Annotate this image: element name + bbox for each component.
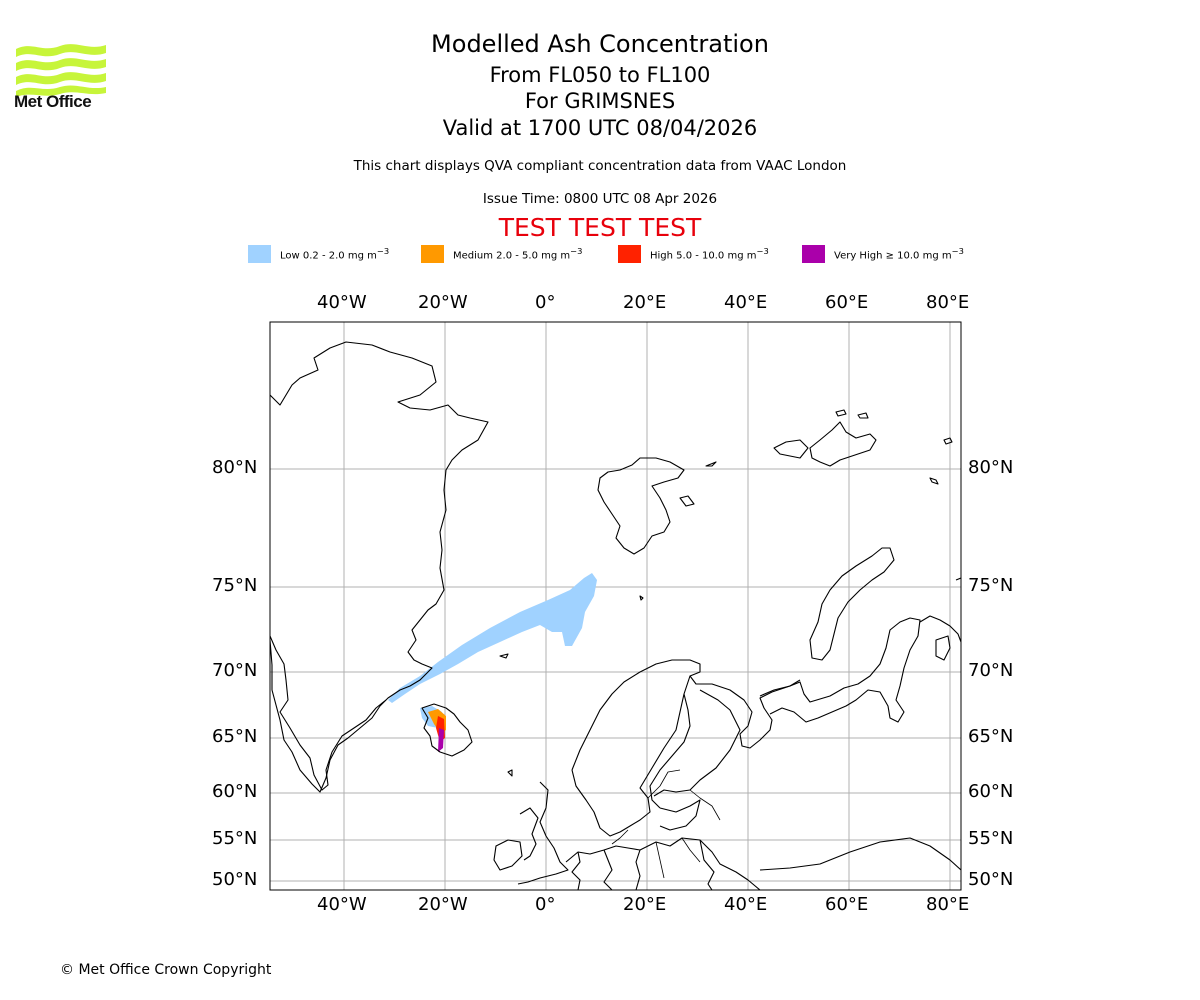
volcano-name: For GRIMSNES — [524, 89, 676, 113]
legend-item-medium: Medium 2.0 - 5.0 mg m−3 — [421, 245, 582, 263]
met-office-logo-text: Met Office — [14, 92, 92, 111]
chart-description: This chart displays QVA compliant concen… — [353, 158, 847, 174]
lat-label-right: 80°N — [968, 457, 1014, 478]
lat-label-left: 55°N — [212, 828, 258, 849]
lon-label-top: 60°E — [825, 292, 869, 313]
lon-label-top: 40°E — [724, 292, 768, 313]
legend-item-low: Low 0.2 - 2.0 mg m−3 — [248, 245, 389, 263]
legend-swatch-low — [248, 245, 271, 263]
test-banner: TEST TEST TEST — [498, 213, 702, 242]
flight-level-range: From FL050 to FL100 — [489, 63, 711, 87]
lat-label-left: 50°N — [212, 869, 258, 890]
lat-label-left: 70°N — [212, 660, 258, 681]
coastlines — [270, 341, 961, 890]
lon-label-top: 0° — [535, 292, 556, 313]
map-frame — [269, 321, 962, 891]
chart-title: Modelled Ash Concentration — [431, 30, 769, 58]
lon-label-top: 80°E — [926, 292, 970, 313]
valid-time: Valid at 1700 UTC 08/04/2026 — [442, 116, 758, 140]
lat-label-left: 65°N — [212, 726, 258, 747]
legend-swatch-high — [618, 245, 641, 263]
lat-label-right: 70°N — [968, 660, 1014, 681]
lat-label-right: 75°N — [968, 575, 1014, 596]
lat-label-right: 50°N — [968, 869, 1014, 890]
legend-swatch-medium — [421, 245, 444, 263]
lat-label-left: 80°N — [212, 457, 258, 478]
lon-label-bottom: 60°E — [825, 894, 869, 915]
legend-label-very-high: Very High ≥ 10.0 mg m−3 — [834, 246, 964, 262]
legend-item-high: High 5.0 - 10.0 mg m−3 — [618, 245, 769, 263]
graticule — [270, 322, 961, 890]
lon-label-top: 40°W — [317, 292, 367, 313]
lon-label-bottom: 80°E — [926, 894, 970, 915]
lon-label-top: 20°W — [418, 292, 468, 313]
lon-label-bottom: 20°E — [623, 894, 667, 915]
lat-label-left: 75°N — [212, 575, 258, 596]
copyright-notice: © Met Office Crown Copyright — [60, 962, 272, 978]
lat-label-right: 65°N — [968, 726, 1014, 747]
lon-label-bottom: 40°W — [317, 894, 367, 915]
legend-label-high: High 5.0 - 10.0 mg m−3 — [650, 246, 769, 262]
lon-label-bottom: 40°E — [724, 894, 768, 915]
lat-label-right: 60°N — [968, 781, 1014, 802]
lon-label-top: 20°E — [623, 292, 667, 313]
ash-plume-low — [388, 573, 597, 728]
lat-label-left: 60°N — [212, 781, 258, 802]
legend-label-low: Low 0.2 - 2.0 mg m−3 — [280, 246, 390, 262]
legend-swatch-very-high — [802, 245, 825, 263]
legend-label-medium: Medium 2.0 - 5.0 mg m−3 — [453, 246, 583, 262]
lon-label-bottom: 20°W — [418, 894, 468, 915]
lat-label-right: 55°N — [968, 828, 1014, 849]
lon-label-bottom: 0° — [535, 894, 556, 915]
ash-plume-very-high — [438, 728, 444, 752]
legend-item-very-high: Very High ≥ 10.0 mg m−3 — [802, 245, 964, 263]
met-office-logo — [16, 44, 106, 97]
issue-time: Issue Time: 0800 UTC 08 Apr 2026 — [482, 191, 718, 207]
